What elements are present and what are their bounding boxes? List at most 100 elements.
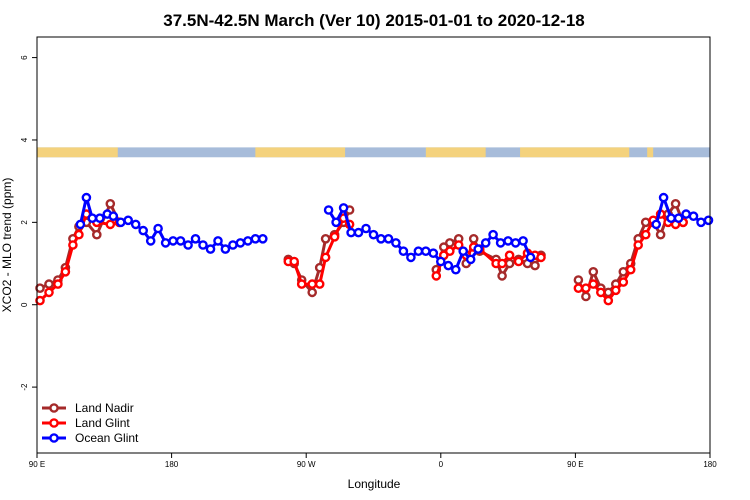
data-point: [468, 233, 479, 244]
data-point: [213, 236, 223, 246]
data-point: [573, 275, 584, 285]
data-point: [60, 266, 71, 277]
legend-item-land-nadir: Land Nadir: [42, 401, 134, 415]
data-point: [323, 205, 334, 215]
data-point: [670, 198, 681, 209]
x-tick-label: 90 E: [29, 460, 45, 469]
chart-title: 37.5N-42.5N March (Ver 10) 2015-01-01 to…: [163, 11, 584, 30]
data-point: [444, 238, 455, 248]
legend-swatch-marker: [49, 403, 59, 413]
data-point: [168, 236, 178, 246]
series-line: [38, 212, 120, 302]
data-point: [105, 219, 116, 230]
data-point: [503, 236, 513, 246]
data-point: [444, 246, 455, 256]
land-ocean-band: [37, 147, 710, 158]
data-point: [153, 223, 163, 234]
data-point: [296, 279, 307, 289]
x-axis: 90 E 180 90 W 0 90 E 180: [29, 453, 717, 469]
land-segment-1: [255, 147, 346, 158]
data-point: [361, 223, 371, 234]
data-point: [435, 256, 446, 267]
data-point: [353, 227, 364, 238]
data-point: [458, 246, 469, 256]
data-point: [198, 240, 208, 250]
y-tick-label: 6: [20, 55, 29, 60]
data-point: [123, 215, 133, 226]
data-point: [633, 240, 644, 250]
data-point: [443, 260, 454, 271]
x-axis-label: Longitude: [348, 477, 401, 491]
land-segment-2: [425, 147, 486, 158]
data-point: [596, 287, 606, 298]
y-axis-label: XCO2 - MLO trend (ppm): [0, 178, 14, 313]
data-point: [87, 213, 98, 223]
data-point: [44, 287, 54, 298]
data-point: [640, 217, 651, 228]
data-point: [108, 211, 119, 221]
data-point: [497, 258, 507, 269]
data-point: [44, 279, 54, 289]
data-point: [488, 229, 498, 240]
ocean-band: [37, 147, 710, 158]
data-point: [92, 229, 102, 240]
legend-swatch-marker: [49, 433, 59, 443]
data-point: [138, 225, 148, 236]
data-point: [431, 271, 442, 281]
data-point: [495, 238, 506, 248]
data-point: [289, 256, 300, 267]
land-segment-4: [647, 147, 654, 158]
land-segment-0: [37, 147, 118, 158]
data-point: [504, 250, 515, 261]
data-point: [536, 252, 546, 263]
data-point: [513, 256, 524, 267]
data-point: [428, 248, 439, 258]
legend-label: Land Nadir: [75, 401, 134, 415]
data-point: [307, 279, 318, 289]
data-point: [618, 277, 629, 287]
series-land-glint: [35, 209, 688, 306]
data-point: [331, 217, 341, 228]
data-point: [105, 198, 116, 209]
data-point: [666, 213, 676, 223]
data-point: [640, 229, 651, 240]
legend-swatch-marker: [49, 418, 59, 428]
data-point: [376, 233, 386, 244]
data-point: [175, 236, 186, 246]
data-point: [307, 287, 318, 298]
legend-item-land-glint: Land Glint: [42, 416, 130, 430]
data-point: [504, 258, 515, 269]
data-point: [453, 240, 464, 250]
data-point: [497, 271, 507, 281]
data-point: [220, 244, 231, 254]
x-tick-label: 0: [439, 460, 444, 469]
data-point: [658, 192, 669, 203]
data-point: [95, 213, 105, 223]
data-point: [473, 244, 484, 254]
y-axis: -2 0 2 4 6: [20, 55, 37, 391]
data-point: [688, 211, 699, 221]
data-point: [703, 215, 714, 226]
data-point: [510, 238, 521, 248]
data-point: [480, 238, 491, 248]
legend-label: Ocean Glint: [75, 431, 139, 445]
data-point: [681, 209, 691, 219]
y-tick-label: 4: [20, 137, 29, 142]
data-point: [190, 233, 201, 244]
data-point: [35, 295, 45, 306]
data-point: [75, 219, 86, 230]
x-tick-label: 90 W: [297, 460, 316, 469]
data-point: [588, 279, 599, 289]
data-point: [696, 217, 706, 228]
data-point: [145, 236, 156, 246]
series-ocean-glint: [75, 192, 714, 275]
legend-label: Land Glint: [75, 416, 130, 430]
data-point: [525, 252, 536, 263]
data-point: [406, 252, 416, 263]
data-point: [588, 266, 599, 277]
data-point: [398, 246, 409, 256]
data-point: [618, 266, 629, 277]
data-point: [530, 260, 540, 271]
data-point: [320, 252, 331, 263]
data-point: [465, 254, 476, 265]
